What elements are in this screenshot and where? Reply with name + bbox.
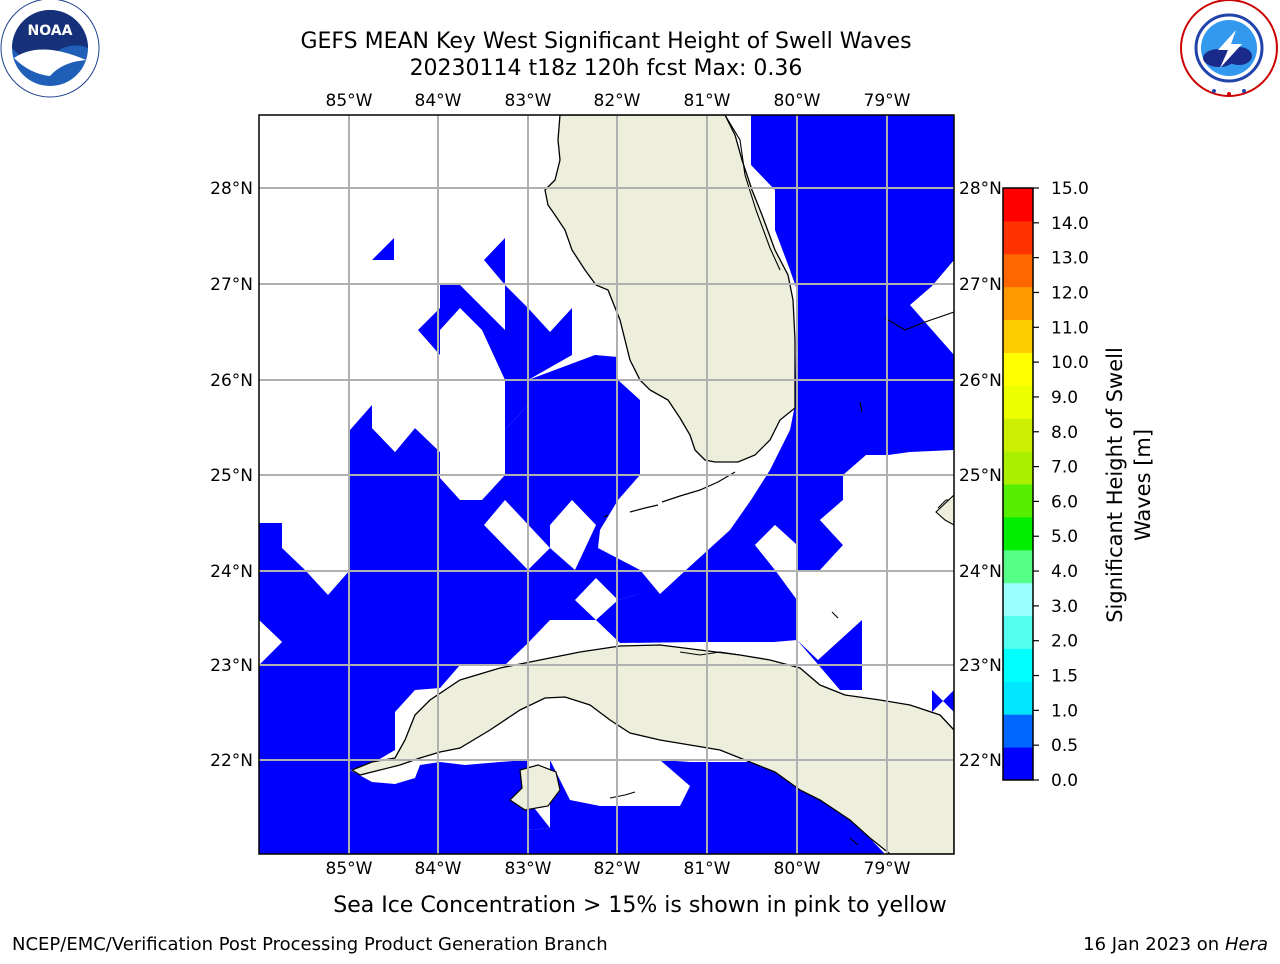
colorbar-tick-label: 10.0	[1051, 353, 1089, 373]
lon-tick-label: 81°W	[684, 91, 731, 111]
colorbar-segment	[1003, 220, 1033, 255]
colorbar-segment	[1003, 549, 1033, 584]
lon-tick-label: 83°W	[505, 91, 552, 111]
colorbar-tick-label: 13.0	[1051, 249, 1089, 269]
lat-tick-label: 24°N	[210, 562, 253, 582]
colorbar-tick-label: 4.0	[1051, 562, 1078, 582]
colorbar-segment	[1003, 516, 1033, 551]
colorbar-tick-label: 11.0	[1051, 318, 1089, 338]
colorbar-segment	[1003, 319, 1033, 353]
lat-tick-label: 25°N	[210, 466, 253, 486]
colorbar: 0.0 0.5 1.0 1.5 2.0 3.0 4.0 5.0 6.0 7.0 8.0 9.0 10.0…	[1002, 179, 1089, 791]
colorbar-tick-label: 2.0	[1051, 632, 1078, 652]
colorbar-tick-label: 8.0	[1051, 423, 1078, 443]
colorbar-tick-label: 0.0	[1051, 771, 1078, 791]
noaa-logo-text: NOAA	[28, 23, 73, 39]
colorbar-segment	[1003, 451, 1033, 485]
map-frame	[258, 114, 955, 855]
colorbar-tick-label: 15.0	[1051, 179, 1089, 199]
lat-ticks-left: 28°N 27°N 26°N 25°N 24°N 23°N 22°N	[210, 179, 253, 771]
title-line-1: GEFS MEAN Key West Significant Height of…	[300, 29, 911, 54]
colorbar-tick-label: 3.0	[1051, 597, 1078, 617]
lon-tick-label: 81°W	[684, 859, 731, 879]
footer-machine: Hera	[1225, 934, 1268, 955]
lon-tick-label: 79°W	[864, 859, 911, 879]
lon-tick-label: 83°W	[505, 859, 552, 879]
colorbar-tick-label: 14.0	[1051, 214, 1089, 234]
colorbar-segments	[1003, 188, 1033, 781]
lon-tick-label: 80°W	[774, 91, 821, 111]
colorbar-segment	[1003, 385, 1033, 419]
colorbar-segment	[1003, 484, 1033, 518]
lat-ticks-right: 28°N 27°N 26°N 25°N 24°N 23°N 22°N	[959, 179, 1002, 771]
colorbar-tick-label: 6.0	[1051, 492, 1078, 512]
colorbar-tick-label: 0.5	[1051, 736, 1078, 756]
lon-tick-label: 84°W	[415, 859, 462, 879]
lon-tick-label: 82°W	[594, 859, 641, 879]
nws-logo-icon	[1180, 0, 1278, 97]
lat-tick-label: 22°N	[210, 751, 253, 771]
colorbar-tick-label: 1.0	[1051, 701, 1078, 721]
land-bahamas	[935, 494, 954, 526]
colorbar-segment	[1003, 253, 1033, 288]
lat-tick-label: 24°N	[959, 562, 1002, 582]
lat-tick-label: 23°N	[959, 656, 1002, 676]
noaa-logo-icon: NOAA	[0, 0, 100, 98]
colorbar-tick-label: 1.5	[1051, 667, 1078, 687]
land-florida	[544, 115, 796, 463]
lon-tick-label: 80°W	[774, 859, 821, 879]
title-line-2: 20230114 t18z 120h fcst Max: 0.36	[410, 56, 803, 81]
lat-tick-label: 25°N	[959, 466, 1002, 486]
lat-tick-label: 27°N	[210, 275, 253, 295]
colorbar-segment	[1003, 352, 1033, 386]
colorbar-segment	[1003, 714, 1033, 748]
colorbar-segment	[1003, 681, 1033, 715]
colorbar-segment	[1003, 582, 1033, 617]
colorbar-tick-label: 7.0	[1051, 458, 1078, 478]
colorbar-tick-label: 12.0	[1051, 283, 1089, 303]
lat-tick-label: 26°N	[210, 371, 253, 391]
florida-keys	[603, 471, 736, 518]
colorbar-label-line-2: Waves [m]	[1131, 429, 1155, 541]
colorbar-tick-label: 5.0	[1051, 527, 1078, 547]
small-islands	[609, 311, 954, 846]
lon-tick-label: 85°W	[326, 91, 373, 111]
lon-tick-label: 79°W	[864, 91, 911, 111]
lon-ticks-top: 85°W 84°W 83°W 82°W 81°W 80°W 79°W	[326, 91, 911, 111]
lat-tick-label: 28°N	[210, 179, 253, 199]
coastline-florida-east	[724, 115, 781, 271]
lat-tick-label: 23°N	[210, 656, 253, 676]
map-area	[259, 115, 954, 854]
colorbar-segment	[1003, 286, 1033, 321]
colorbar-label-line-1: Significant Height of Swell	[1103, 347, 1127, 623]
colorbar-segment	[1003, 615, 1033, 649]
lon-ticks-bottom: 85°W 84°W 83°W 82°W 81°W 80°W 79°W	[326, 859, 911, 879]
land-isla-de-la-juventud	[509, 764, 561, 811]
lon-tick-label: 84°W	[415, 91, 462, 111]
lat-tick-label: 27°N	[959, 275, 1002, 295]
colorbar-segment	[1003, 648, 1033, 682]
colorbar-frame	[1002, 187, 1034, 781]
colorbar-segment	[1003, 188, 1033, 222]
colorbar-segment	[1003, 418, 1033, 452]
colorbar-tick-label: 9.0	[1051, 388, 1078, 408]
lat-tick-label: 26°N	[959, 371, 1002, 391]
caption: Sea Ice Concentration > 15% is shown in …	[333, 893, 947, 918]
colorbar-segment	[1003, 747, 1033, 781]
gridlines	[259, 115, 954, 854]
footer-right: 16 Jan 2023 on Hera	[1083, 934, 1268, 955]
lat-tick-label: 22°N	[959, 751, 1002, 771]
lat-tick-label: 28°N	[959, 179, 1002, 199]
colorbar-ticks: 0.0 0.5 1.0 1.5 2.0 3.0 4.0 5.0 6.0 7.0 8.0 9.0 10.0…	[1033, 179, 1089, 791]
field-gaps	[259, 405, 843, 665]
land-cuba	[350, 644, 954, 854]
footer-left: NCEP/EMC/Verification Post Processing Pr…	[12, 934, 608, 955]
lon-tick-label: 82°W	[594, 91, 641, 111]
lon-tick-label: 85°W	[326, 859, 373, 879]
footer-date: 16 Jan 2023 on	[1083, 934, 1225, 955]
